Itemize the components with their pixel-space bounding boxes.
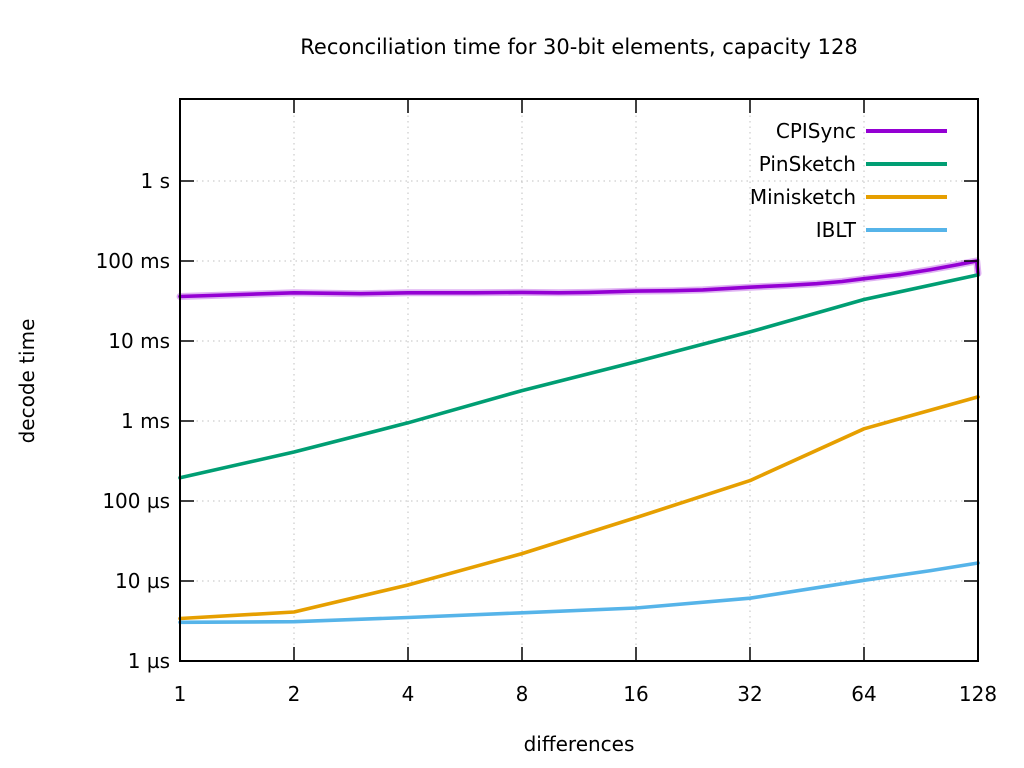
x-axis-label: differences [523,732,635,756]
y-tick-label-1ms: 1 ms [121,409,170,433]
x-tick-label-32: 32 [737,682,763,706]
y-tick-label-10us: 10 µs [115,569,170,593]
x-tick-label-2: 2 [287,682,301,706]
y-tick-label-100ms: 100 ms [95,249,170,273]
x-tick-label-64: 64 [851,682,877,706]
y-tick-label-10ms: 10 ms [108,329,170,353]
y-tick-label-100us: 100 µs [102,489,170,513]
x-tick-label-8: 8 [515,682,529,706]
legend-label-pinsketch: PinSketch [758,152,856,176]
legend-label-cpisync: CPISync [775,119,856,143]
legend-label-iblt: IBLT [815,218,856,242]
x-tick-label-16: 16 [623,682,649,706]
x-tick-label-4: 4 [401,682,415,706]
y-tick-label-1us: 1 µs [127,649,170,673]
y-tick-label-1s: 1 s [140,169,170,193]
chart-title: Reconciliation time for 30-bit elements,… [300,35,858,59]
x-tick-label-128: 128 [958,682,998,706]
legend-label-minisketch: Minisketch [749,185,856,209]
x-tick-label-1: 1 [173,682,187,706]
